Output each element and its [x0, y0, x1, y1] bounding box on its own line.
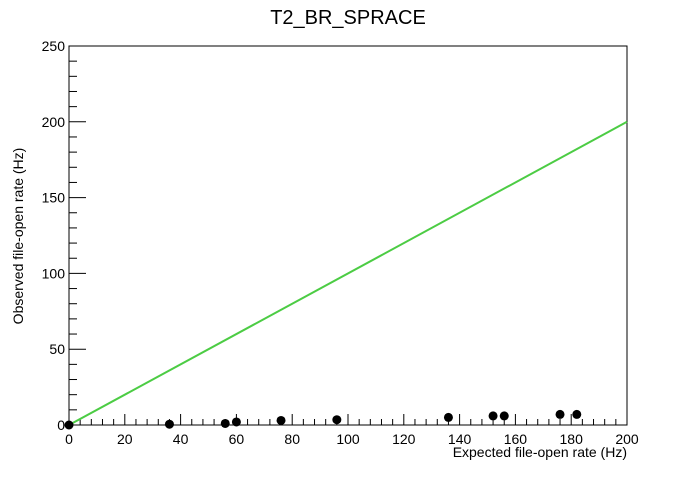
- x-tick-label: 180: [560, 431, 584, 447]
- data-point: [164, 419, 174, 429]
- data-points: [64, 409, 582, 430]
- y-tick-label: 50: [49, 341, 65, 357]
- data-point: [499, 411, 509, 421]
- plot-frame: [68, 45, 628, 426]
- data-point: [555, 409, 565, 419]
- x-tick-label: 200: [615, 431, 639, 447]
- y-tick-label: 100: [42, 265, 66, 281]
- data-point: [220, 418, 230, 428]
- data-point: [443, 412, 453, 422]
- x-tick-label: 60: [229, 431, 245, 447]
- y-tick-label: 150: [42, 190, 66, 206]
- plot-frame-rect: [68, 45, 628, 426]
- x-tick-label: 140: [448, 431, 472, 447]
- x-tick-label: 80: [284, 431, 300, 447]
- x-tick-label: 160: [504, 431, 528, 447]
- chart-title: T2_BR_SPRACE: [270, 7, 426, 29]
- data-point: [276, 415, 286, 425]
- x-axis-ticks: 0 20 40 60 80 100 120 140 160 180 200: [65, 414, 639, 447]
- data-point: [488, 411, 498, 421]
- reference-line-group: [68, 120, 628, 426]
- y-tick-label: 0: [57, 417, 65, 433]
- data-point: [64, 420, 74, 430]
- x-tick-label: 20: [117, 431, 133, 447]
- data-point: [332, 415, 342, 425]
- x-axis-label: Expected file-open rate (Hz): [453, 444, 627, 460]
- x-tick-label: 0: [65, 431, 73, 447]
- y-axis-ticks: 0 50 100 150 200 250: [42, 38, 86, 433]
- y-tick-label: 250: [42, 38, 66, 54]
- data-point: [572, 409, 582, 419]
- data-point: [231, 417, 241, 427]
- y-tick-label: 200: [42, 114, 66, 130]
- x-tick-label: 100: [336, 431, 360, 447]
- y-axis-label: Observed file-open rate (Hz): [10, 148, 26, 325]
- x-tick-label: 120: [392, 431, 416, 447]
- x-tick-label: 40: [173, 431, 189, 447]
- reference-line: [68, 120, 628, 426]
